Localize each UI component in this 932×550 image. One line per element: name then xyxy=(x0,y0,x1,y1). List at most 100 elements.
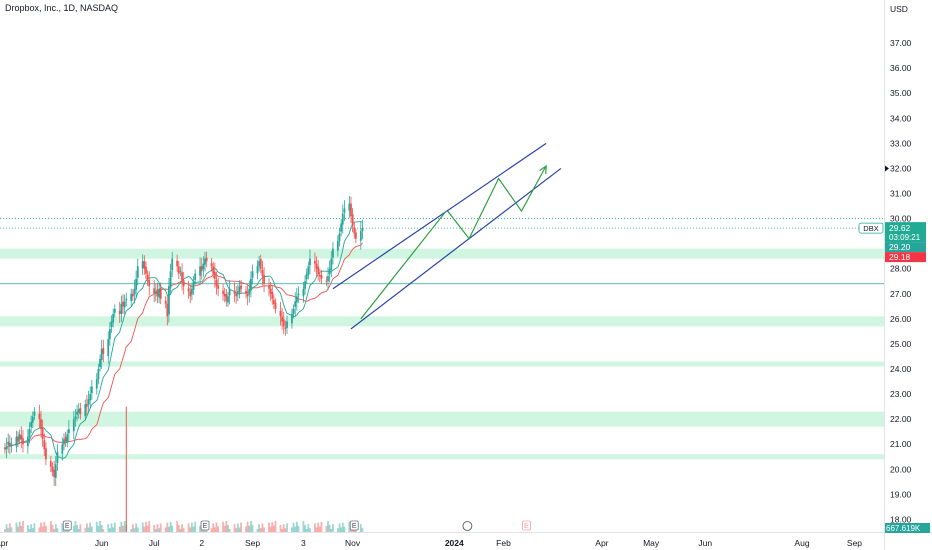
earnings-marker-label: E xyxy=(352,523,357,530)
volume-bar xyxy=(100,525,103,532)
candle-body xyxy=(153,288,156,294)
candle-body xyxy=(125,298,128,301)
volume-bar xyxy=(269,526,272,532)
y-tick-label: 37.00 xyxy=(890,38,912,48)
candle-body xyxy=(33,411,36,416)
y-tick-label: 24.00 xyxy=(890,364,912,374)
candle-body xyxy=(17,436,19,442)
volume-bar xyxy=(107,524,110,532)
candle-body xyxy=(79,408,82,415)
candle-body xyxy=(215,279,218,287)
candle-body xyxy=(292,308,295,314)
candles-group xyxy=(4,196,364,487)
volume-bar xyxy=(112,527,115,532)
candle-body xyxy=(146,274,149,282)
volume-bar xyxy=(18,521,21,532)
volume-bar xyxy=(256,529,259,532)
candle-body xyxy=(325,280,328,282)
candle-body xyxy=(351,214,354,227)
candle-body xyxy=(30,421,33,428)
candle-body xyxy=(272,299,275,304)
x-tick-label: May xyxy=(643,538,660,548)
volume-bar xyxy=(182,528,185,532)
candle-body xyxy=(28,429,31,437)
volume-bar xyxy=(40,522,42,532)
candle-body xyxy=(327,276,329,282)
x-tick-label: 2024 xyxy=(445,538,464,548)
volume-bar xyxy=(181,524,183,532)
candle-body xyxy=(295,296,298,303)
candle-body xyxy=(110,321,113,327)
candle-body xyxy=(284,327,287,329)
volume-bar xyxy=(251,525,254,532)
candle-body xyxy=(130,293,133,301)
candle-body xyxy=(336,241,339,251)
candle-body xyxy=(340,223,343,232)
volume-bar xyxy=(281,529,283,532)
volume-bar xyxy=(343,526,346,532)
y-tick-label: 34.00 xyxy=(890,113,912,123)
y-tick-label: 22.00 xyxy=(890,414,912,424)
volume-bar xyxy=(320,521,323,532)
volume-bar xyxy=(187,523,190,532)
candle-body xyxy=(245,290,247,294)
support-zone xyxy=(0,248,884,259)
candle-body xyxy=(18,434,21,440)
candle-body xyxy=(271,291,274,299)
candle-body xyxy=(164,300,167,304)
candle-body xyxy=(141,261,144,269)
candle-body xyxy=(248,288,251,295)
volume-bar xyxy=(102,529,105,532)
ma-slow-label: 29.18 xyxy=(889,252,911,262)
candle-body xyxy=(45,448,47,460)
candle-body xyxy=(263,275,265,284)
candle-body xyxy=(318,274,321,277)
candle-body xyxy=(222,290,224,294)
candle-body xyxy=(118,310,121,314)
volume-bar xyxy=(250,521,252,532)
candle-body xyxy=(182,280,185,287)
y-tick-label: 27.00 xyxy=(890,289,912,299)
volume-bar xyxy=(235,528,238,532)
candle-body xyxy=(100,348,103,360)
candle-body xyxy=(361,228,364,232)
volume-bar xyxy=(228,529,231,532)
candle-body xyxy=(154,291,157,294)
candle-body xyxy=(143,261,146,269)
candle-body xyxy=(282,319,285,327)
candle-body xyxy=(233,290,236,294)
volume-bar xyxy=(286,523,288,532)
candle-body xyxy=(87,399,90,405)
volume-bar xyxy=(361,528,364,532)
volume-bar xyxy=(328,525,331,532)
candle-body xyxy=(72,419,75,432)
volume-bar xyxy=(95,521,98,532)
candle-body xyxy=(286,321,288,328)
volume-bar xyxy=(332,524,334,532)
y-tick-label: 32.00 xyxy=(890,163,912,173)
y-tick-label: 21.00 xyxy=(890,439,912,449)
volume-bar xyxy=(145,521,147,532)
volume-bar xyxy=(135,523,138,532)
candle-body xyxy=(156,289,159,297)
candle-body xyxy=(281,316,283,322)
candle-body xyxy=(133,288,136,295)
candle-body xyxy=(223,293,226,297)
x-tick-label: Apr xyxy=(595,538,608,548)
candle-body xyxy=(7,441,10,445)
volume-bar xyxy=(330,529,333,532)
volume-bar xyxy=(284,528,287,532)
volume-bar xyxy=(56,528,59,532)
volume-bar xyxy=(227,525,229,532)
y-tick-label: 20.00 xyxy=(890,464,912,474)
volume-bar xyxy=(292,522,295,532)
volume-bar xyxy=(341,522,344,532)
candle-body xyxy=(246,293,249,297)
volume-bar xyxy=(210,528,213,532)
volume-bar xyxy=(305,529,308,532)
candle-body xyxy=(136,266,139,278)
volume-group xyxy=(4,521,364,532)
candle-body xyxy=(250,278,252,290)
candle-body xyxy=(159,287,162,299)
